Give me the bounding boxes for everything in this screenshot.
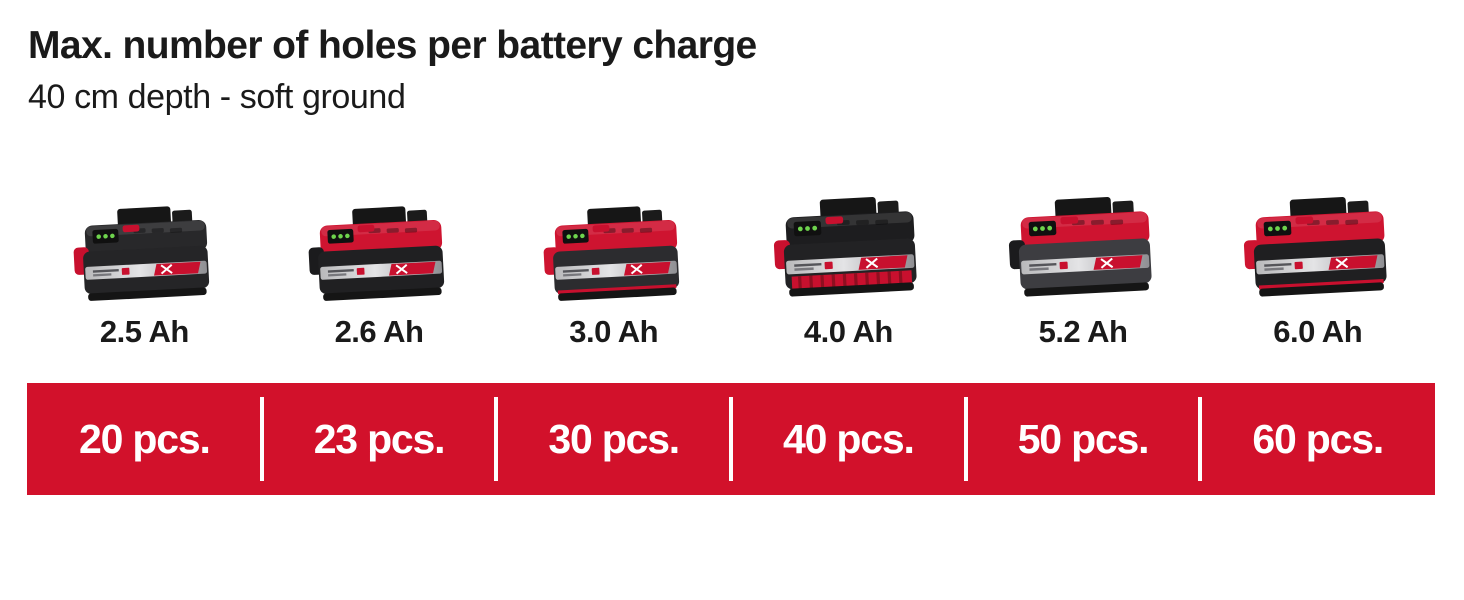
battery-6-0ah-image bbox=[1240, 193, 1389, 299]
battery-column-2-6ah: 2.6 Ah bbox=[262, 168, 497, 356]
capacity-label: 2.6 Ah bbox=[334, 314, 424, 349]
page-title: Max. number of holes per battery charge bbox=[28, 24, 757, 67]
holes-count: 50 pcs. bbox=[1017, 415, 1150, 462]
result-cell: 60 pcs. bbox=[1198, 383, 1435, 495]
results-bar: 20 pcs. 23 pcs. 30 pcs. 40 pcs. 50 pcs. … bbox=[27, 383, 1435, 495]
holes-count: 23 pcs. bbox=[313, 415, 446, 462]
holes-count: 40 pcs. bbox=[783, 415, 915, 462]
battery-column-6-0ah: 6.0 Ah bbox=[1200, 168, 1435, 356]
result-cell: 23 pcs. bbox=[259, 383, 497, 495]
battery-grid: 2.5 Ah 2.6 Ah 3.0 Ah 4.0 Ah 5.2 Ah 6.0 A… bbox=[27, 168, 1435, 356]
result-cell: 50 pcs. bbox=[963, 383, 1201, 495]
capacity-label: 6.0 Ah bbox=[1273, 314, 1363, 349]
holes-count: 60 pcs. bbox=[1252, 415, 1384, 462]
capacity-label: 4.0 Ah bbox=[803, 314, 893, 349]
battery-2-5ah-image bbox=[70, 203, 212, 303]
battery-3-0ah-image bbox=[540, 203, 681, 303]
battery-column-2-5ah: 2.5 Ah bbox=[27, 168, 262, 356]
result-cell: 30 pcs. bbox=[494, 383, 731, 495]
battery-column-5-2ah: 5.2 Ah bbox=[966, 168, 1201, 356]
battery-5-2ah-image bbox=[1005, 193, 1154, 299]
holes-count: 20 pcs. bbox=[79, 415, 211, 462]
capacity-label: 5.2 Ah bbox=[1038, 314, 1128, 349]
result-cell: 20 pcs. bbox=[27, 383, 262, 495]
capacity-label: 2.5 Ah bbox=[99, 314, 189, 349]
result-cell: 40 pcs. bbox=[729, 383, 966, 495]
capacity-label: 3.0 Ah bbox=[569, 314, 659, 349]
battery-4-0ah-image bbox=[770, 193, 919, 299]
battery-column-3-0ah: 3.0 Ah bbox=[496, 168, 731, 356]
battery-2-6ah-image bbox=[305, 203, 446, 303]
battery-column-4-0ah: 4.0 Ah bbox=[731, 168, 966, 356]
holes-count: 30 pcs. bbox=[548, 415, 680, 462]
page-subtitle: 40 cm depth - soft ground bbox=[28, 78, 406, 116]
